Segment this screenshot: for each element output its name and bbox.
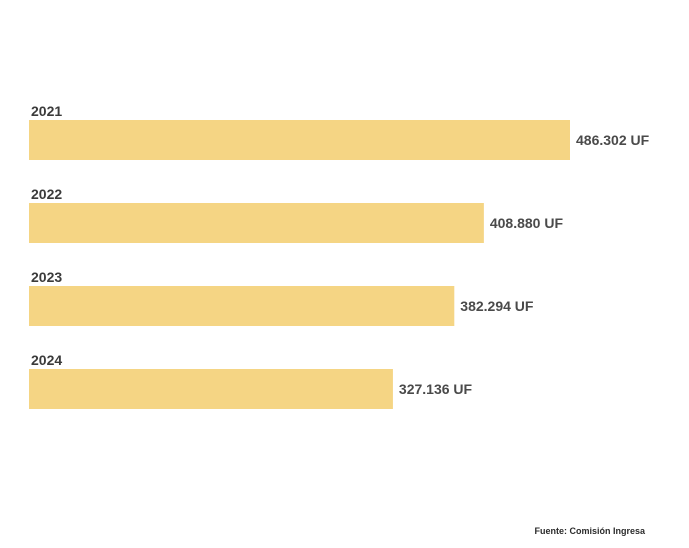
value-label: 382.294 UF bbox=[460, 298, 534, 314]
category-label: 2023 bbox=[31, 269, 62, 285]
category-label: 2022 bbox=[31, 186, 62, 202]
bar bbox=[29, 203, 484, 243]
value-label: 408.880 UF bbox=[490, 215, 564, 231]
bar bbox=[29, 120, 570, 160]
bar bbox=[29, 369, 393, 409]
category-label: 2021 bbox=[31, 103, 62, 119]
value-label: 327.136 UF bbox=[399, 381, 473, 397]
value-label: 486.302 UF bbox=[576, 132, 650, 148]
source-note: Fuente: Comisión Ingresa bbox=[534, 526, 645, 536]
category-label: 2024 bbox=[31, 352, 62, 368]
bar bbox=[29, 286, 455, 326]
